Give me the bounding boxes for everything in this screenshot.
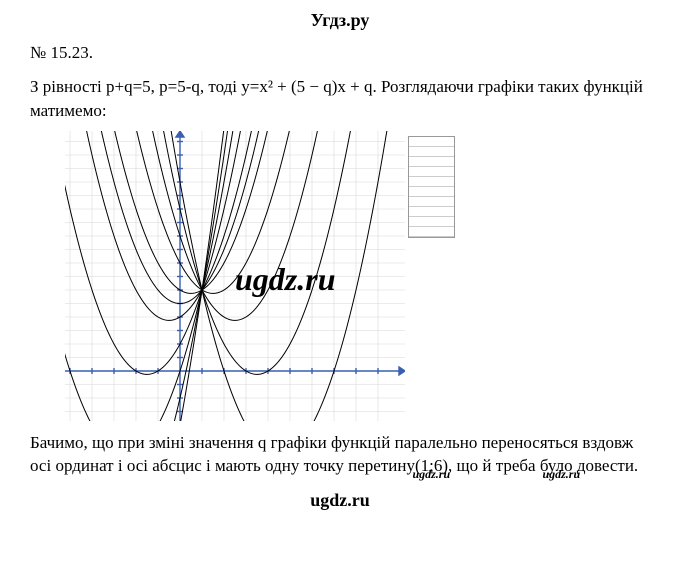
footer-site: ugdz.ru — [30, 490, 650, 511]
watermark-inline-2: ugdz.ru — [542, 466, 580, 483]
legend-row — [409, 227, 454, 237]
header-site: Угдз.ру — [30, 10, 650, 31]
legend-row — [409, 207, 454, 217]
legend-row — [409, 197, 454, 207]
legend-row — [409, 187, 454, 197]
text-paragraph-2: Бачимо, що при зміні значення q графіки … — [30, 431, 650, 479]
parabola-chart: ugdz.ru — [65, 131, 465, 421]
legend-row — [409, 137, 454, 147]
chart-legend — [408, 136, 455, 238]
legend-row — [409, 157, 454, 167]
legend-row — [409, 217, 454, 227]
problem-number: № 15.23. — [30, 43, 650, 63]
legend-row — [409, 177, 454, 187]
text-paragraph-1: З рівності p+q=5, p=5-q, тоді y=x² + (5 … — [30, 75, 650, 123]
legend-row — [409, 147, 454, 157]
legend-row — [409, 167, 454, 177]
watermark-inline-1: ugdz.ru — [412, 466, 450, 483]
watermark-center: ugdz.ru — [235, 261, 336, 298]
